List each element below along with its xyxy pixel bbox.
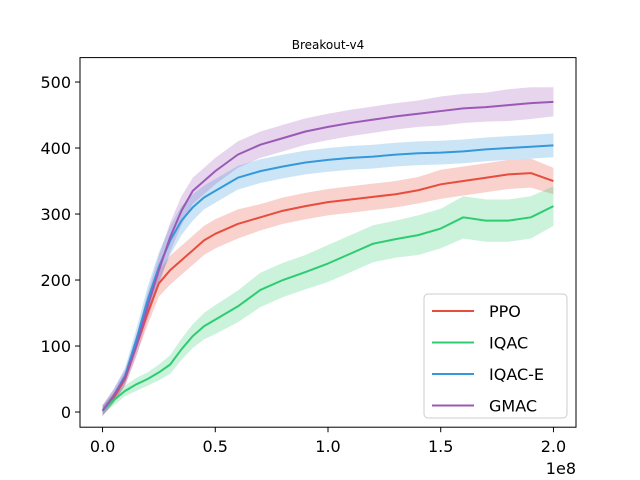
line-iqac bbox=[101, 205, 554, 412]
band-ppo bbox=[102, 158, 554, 416]
series-bands bbox=[102, 87, 554, 416]
x-tick-label: 2.0 bbox=[541, 437, 566, 456]
y-tick-label: 0 bbox=[61, 403, 71, 422]
y-tick-label: 400 bbox=[40, 139, 71, 158]
line-ppo bbox=[101, 172, 554, 412]
x-axis-ticks: 0.0 0.5 1.0 1.5 2.0 bbox=[90, 427, 566, 456]
band-iqac bbox=[102, 186, 554, 415]
x-tick-label: 1.0 bbox=[315, 437, 340, 456]
chart-title: Breakout-v4 bbox=[292, 38, 365, 52]
x-multiplier-label: 1e8 bbox=[546, 459, 576, 478]
series-lines bbox=[101, 100, 554, 412]
legend-label-gmac: GMAC bbox=[489, 397, 537, 416]
legend-label-iqac: IQAC bbox=[489, 334, 528, 353]
line-gmac bbox=[101, 100, 554, 412]
y-tick-label: 500 bbox=[40, 73, 71, 92]
x-tick-label: 0.0 bbox=[90, 437, 115, 456]
legend-frame bbox=[423, 293, 568, 419]
y-tick-label: 300 bbox=[40, 205, 71, 224]
legend-label-iqac-e: IQAC-E bbox=[489, 365, 544, 384]
x-tick-label: 1.5 bbox=[428, 437, 453, 456]
band-gmac bbox=[102, 87, 554, 416]
line-iqac-e bbox=[101, 144, 554, 412]
legend-label-ppo: PPO bbox=[489, 302, 521, 321]
y-axis-ticks: 0 100 200 300 400 500 bbox=[40, 73, 80, 422]
y-tick-label: 100 bbox=[40, 337, 71, 356]
y-tick-label: 200 bbox=[40, 271, 71, 290]
legend: PPO IQAC IQAC-E GMAC bbox=[423, 293, 568, 419]
x-tick-label: 0.5 bbox=[203, 437, 228, 456]
